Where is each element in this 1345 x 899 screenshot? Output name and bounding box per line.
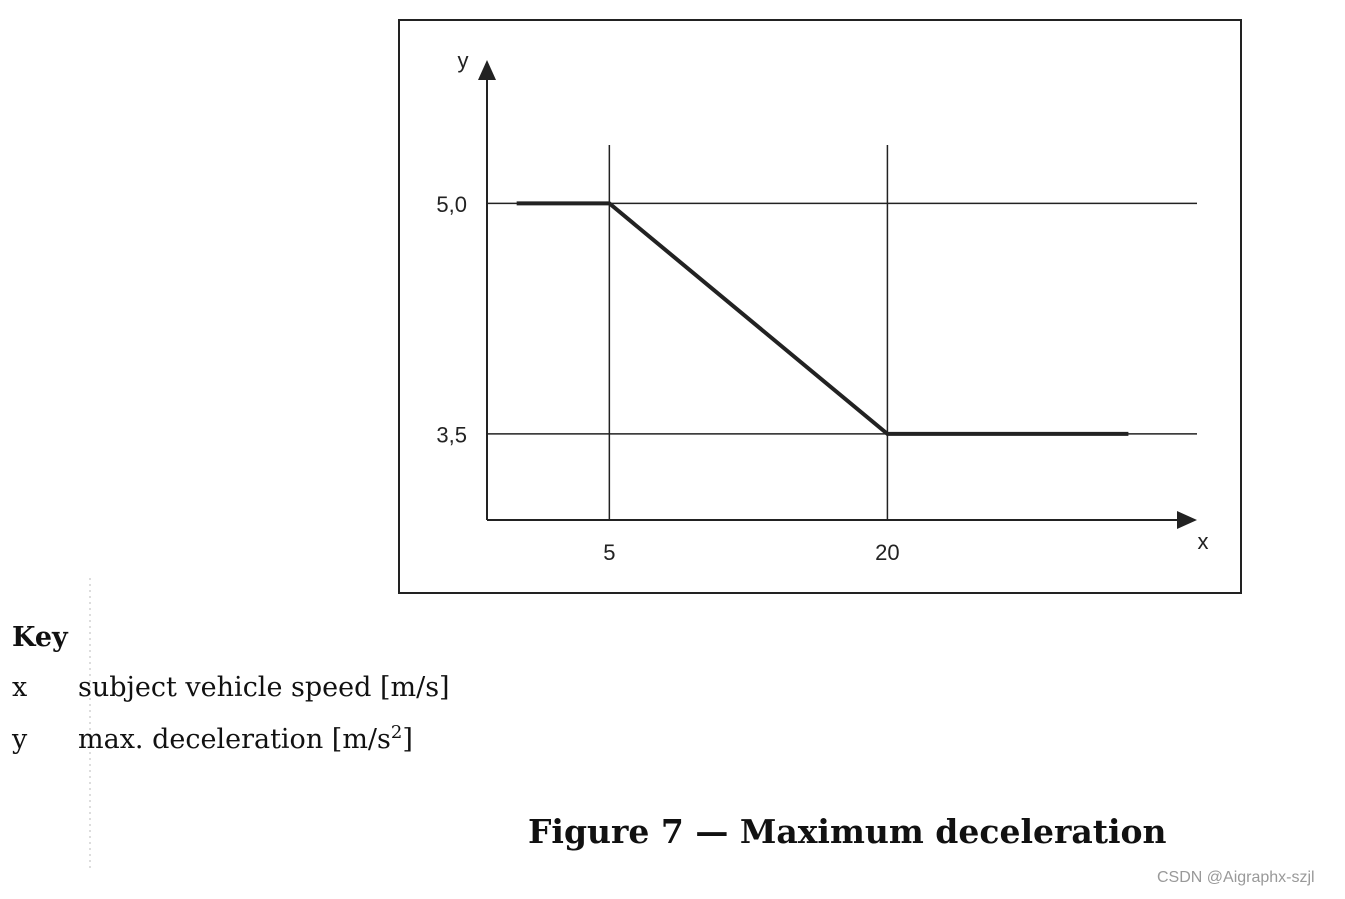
y-axis-arrow [478,60,496,80]
key-symbol: x [12,672,28,703]
key-row: x subject vehicle speed [m/s] [12,672,450,703]
y-axis-label: y [458,48,469,73]
caption: Figure 7 — Maximum deceleration [528,812,1167,851]
figure-frame [398,19,1242,594]
x-tick-label: 5 [603,540,615,565]
y-tick-label: 3,5 [436,423,467,448]
key-title: Key [12,622,68,653]
key-text: max. deceleration [m/s [78,724,391,755]
key-row: y max. deceleration [m/s2] [12,722,413,755]
key-symbol: y [12,724,28,755]
x-axis-label: x [1198,529,1209,554]
key-sup: 2 [390,722,403,743]
key-text: subject vehicle speed [m/s] [78,672,450,703]
line [516,201,1129,436]
y-tick-label: 5,0 [436,192,467,217]
key-text: ] [402,724,413,755]
x-axis-arrow [1177,511,1197,529]
watermark: CSDN @Aigraphx-szjl [1157,869,1315,886]
x-tick-label: 20 [875,540,899,565]
